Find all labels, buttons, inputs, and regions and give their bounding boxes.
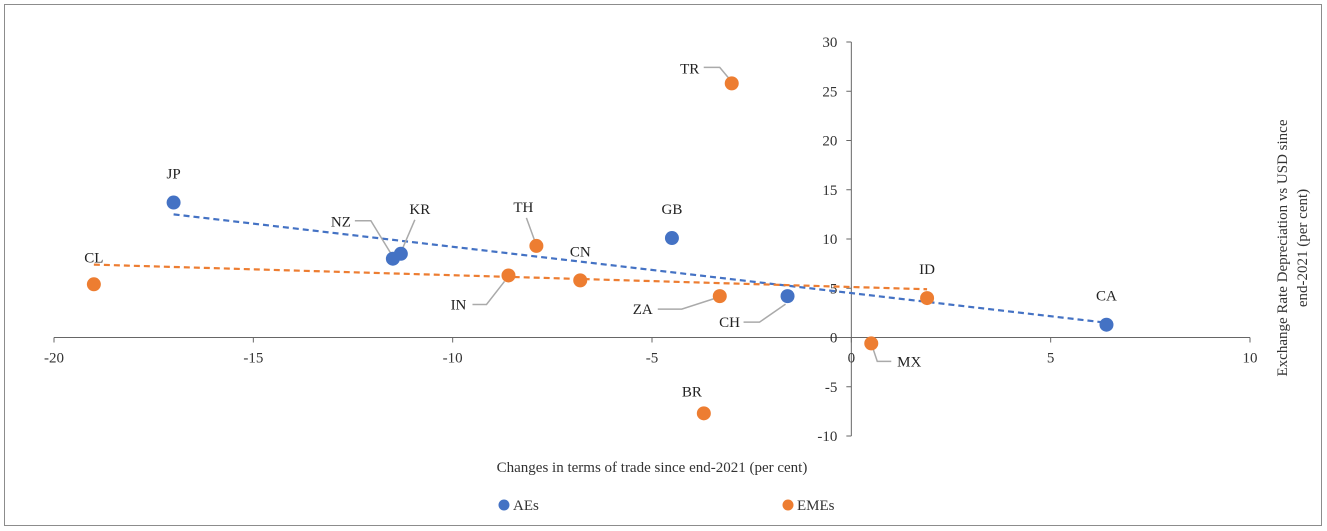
y-tick-label: 10 [822, 232, 837, 248]
y-tick-label: 20 [822, 134, 837, 150]
leader-line-kr [402, 219, 416, 249]
point-cn [573, 273, 588, 288]
legend-label-emes: EMEs [797, 498, 835, 514]
point-ch [780, 289, 795, 304]
point-za [712, 289, 727, 304]
legend-label-aes: AEs [513, 498, 539, 514]
label-mx: MX [897, 354, 921, 370]
label-tr: TR [680, 61, 699, 77]
x-tick-label: -20 [44, 351, 64, 367]
label-kr: KR [409, 202, 430, 218]
label-jp: JP [167, 167, 181, 183]
point-th [529, 238, 544, 253]
y-tick-label: -5 [825, 380, 838, 396]
legend-marker-aes [498, 499, 510, 511]
leader-line-za [657, 297, 717, 310]
point-br [696, 406, 711, 421]
x-tick-label: -15 [243, 351, 263, 367]
x-tick-label: 0 [848, 351, 856, 367]
trendline-aes [173, 213, 1107, 324]
leader-line-nz [354, 219, 394, 258]
axes: -20 -15 -10 -5 0 5 10 30 25 20 15 10 5 0 -5 -10 [44, 35, 1258, 445]
point-cl [86, 277, 101, 292]
leader-line-mx [872, 349, 892, 363]
point-gb [664, 231, 679, 246]
label-leader-lines [354, 66, 892, 363]
point-tr [724, 76, 739, 91]
label-nz: NZ [331, 215, 351, 231]
chart-frame [4, 4, 1322, 526]
point-mx [864, 336, 879, 351]
point-kr [393, 246, 408, 261]
point-labels: JP NZ KR GB CH CA CL IN TH CN TR BR ZA MX ID [84, 61, 1117, 400]
point-id [920, 291, 935, 306]
y-tick-label: -10 [817, 429, 837, 445]
label-za: ZA [633, 302, 653, 318]
label-ch: CH [719, 315, 740, 331]
y-tick-label: 0 [830, 331, 838, 347]
y-axis-title: Exchange Rate Depreciation vs USD since … [1275, 119, 1311, 376]
label-cn: CN [570, 244, 591, 260]
y-tick-label: 5 [830, 281, 838, 297]
point-jp [166, 195, 181, 210]
label-in: IN [451, 297, 467, 313]
x-tick-label: 5 [1047, 351, 1055, 367]
y-tick-label: 15 [822, 183, 837, 199]
label-th: TH [513, 200, 533, 216]
y-axis-title-line-1: Exchange Rate Depreciation vs USD since [1275, 119, 1291, 376]
leader-line-ch [743, 303, 786, 323]
leader-line-th [525, 217, 536, 241]
leader-line-tr [703, 66, 731, 80]
label-id: ID [919, 262, 935, 278]
x-tick-label: -5 [646, 351, 659, 367]
label-ca: CA [1096, 289, 1117, 305]
label-cl: CL [84, 250, 103, 266]
trend-lines [93, 213, 1107, 324]
label-gb: GB [662, 202, 683, 218]
x-axis-title: Changes in terms of trade since end-2021… [497, 460, 808, 476]
data-points [86, 76, 1114, 421]
y-axis-title-line-2: end-2021 (per cent) [1295, 189, 1311, 307]
point-in [501, 268, 516, 283]
y-tick-label: 25 [822, 84, 837, 100]
trendline-emes [93, 263, 928, 291]
x-tick-label: 10 [1243, 351, 1258, 367]
label-br: BR [682, 384, 702, 400]
point-ca [1099, 317, 1114, 332]
x-tick-label: -10 [443, 351, 463, 367]
leader-line-in [472, 280, 506, 306]
legend-marker-emes [782, 499, 794, 511]
legend: AEs EMEs [498, 498, 835, 514]
y-tick-label: 30 [822, 35, 837, 51]
